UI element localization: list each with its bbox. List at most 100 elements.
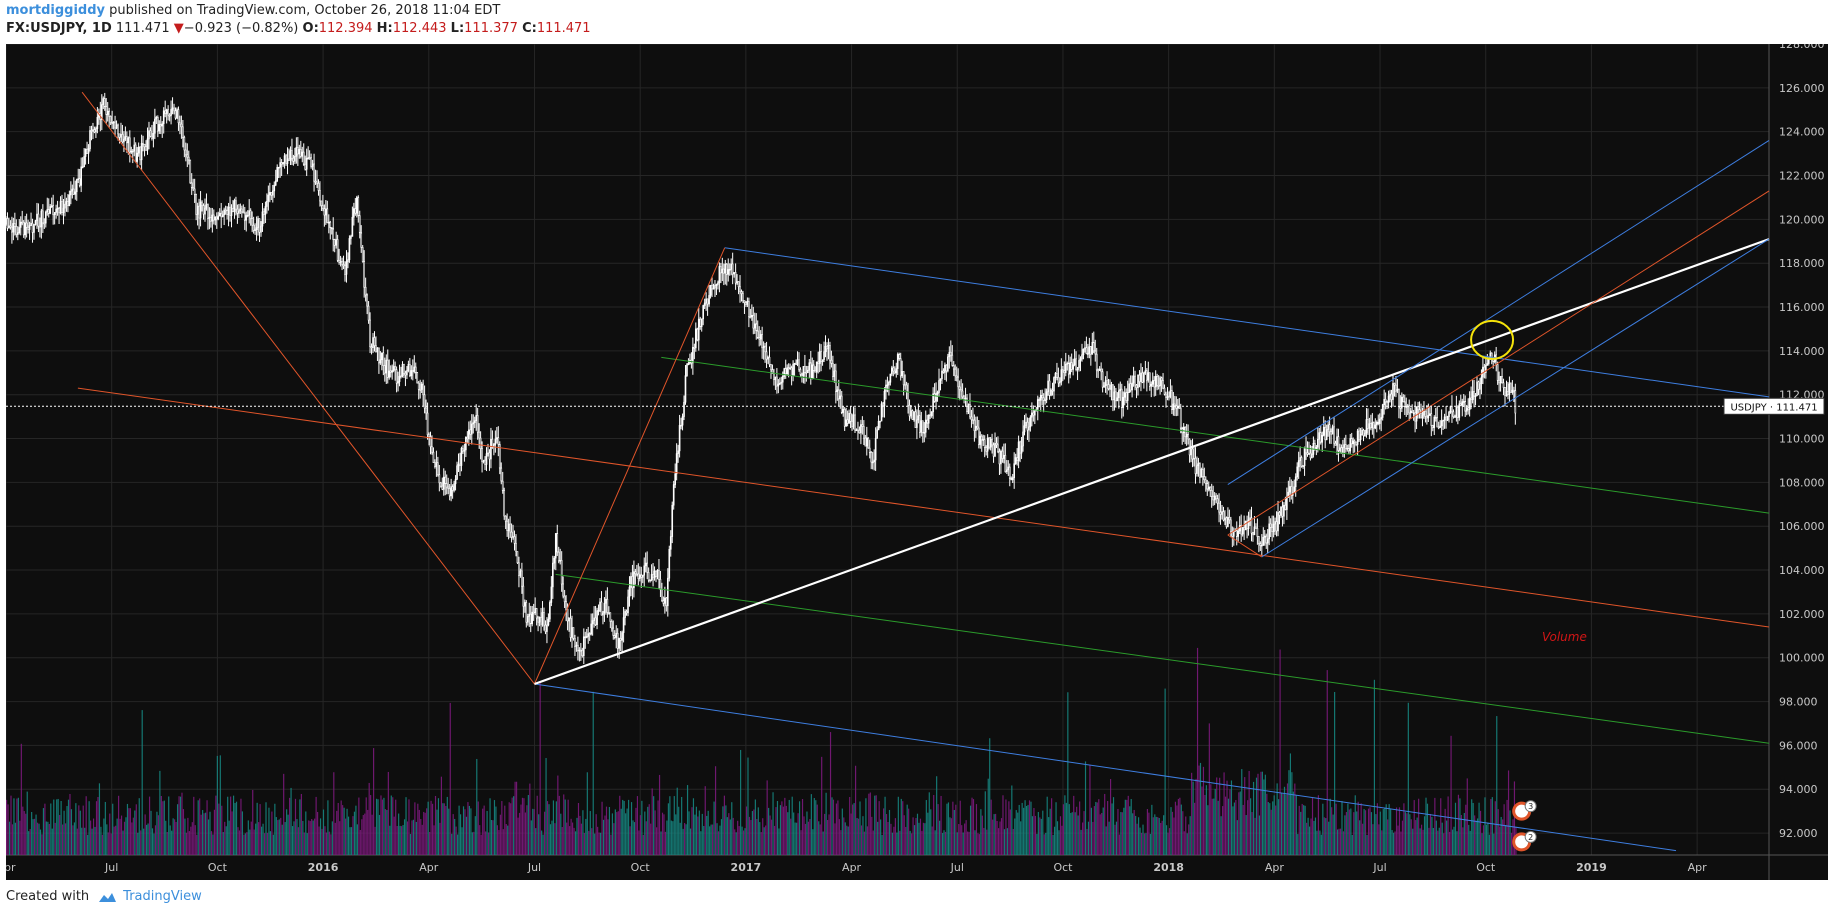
candle-body	[294, 155, 296, 162]
volume-bar	[719, 825, 721, 855]
candle-body	[487, 452, 489, 455]
candle-body	[1235, 530, 1238, 537]
candle-body	[827, 345, 830, 350]
candle-body	[655, 570, 657, 577]
candle-body	[930, 411, 933, 417]
volume-bar	[1014, 818, 1016, 855]
candle-body	[565, 601, 567, 610]
volume-bar	[1185, 816, 1187, 855]
candle-body	[1098, 368, 1101, 371]
candle-body	[1317, 438, 1319, 448]
volume-bar	[916, 813, 919, 855]
volume-bar	[490, 819, 493, 855]
candle-body	[1166, 395, 1169, 398]
author-link[interactable]: mortdiggiddy	[6, 3, 106, 18]
volume-bar	[1130, 799, 1132, 855]
candle-body	[1412, 412, 1415, 415]
time-axis[interactable]: AprJulOct2016AprJulOct2017AprJulOct2018A…	[6, 861, 1707, 874]
volume-bar	[726, 817, 728, 855]
candle-body	[666, 577, 669, 607]
candle-body	[1255, 526, 1257, 529]
volume-bar	[819, 824, 821, 855]
volume-bar	[20, 743, 22, 855]
price-axis[interactable]: 92.00094.00096.00098.000100.000102.00010…	[1723, 44, 1825, 840]
candle-body	[880, 403, 883, 422]
candle-body	[553, 557, 556, 564]
volume-bar	[919, 818, 922, 855]
candle-body	[391, 370, 393, 373]
volume-bar	[1182, 811, 1184, 855]
drawing-tools[interactable]: 32	[6, 91, 1770, 852]
volume-bar	[588, 830, 590, 855]
volume-bar	[686, 785, 689, 855]
volume-bar	[1300, 811, 1302, 855]
candle-body	[991, 438, 993, 446]
candle-body	[361, 247, 364, 262]
candle-body	[106, 110, 109, 115]
tradingview-link[interactable]: TradingView	[95, 889, 202, 904]
volume-bar	[549, 824, 552, 855]
candle-body	[1216, 498, 1219, 504]
price-chart[interactable]: 32 92.00094.00096.00098.000100.000102.00…	[6, 44, 1828, 880]
volume-bar	[53, 799, 55, 855]
candle-body	[923, 432, 926, 434]
candle-body	[737, 281, 740, 288]
volume-bar	[622, 799, 624, 855]
candle-body	[556, 533, 559, 553]
tradingview-brand: TradingView	[123, 889, 202, 904]
candle-body	[1150, 383, 1153, 387]
volume-bar	[1301, 803, 1303, 855]
volume-bar	[1005, 799, 1007, 855]
change-value: −0.923 (−0.82%)	[183, 21, 299, 36]
candle-body	[1451, 406, 1453, 413]
candle-body	[1513, 389, 1515, 392]
candle-body	[694, 328, 697, 349]
candle-body	[375, 345, 377, 352]
candle-body	[1340, 447, 1343, 453]
volume-bar	[255, 823, 257, 855]
volume-bar	[1394, 831, 1396, 855]
volume-bar	[950, 818, 952, 855]
volume-bar	[566, 822, 568, 855]
candle-body	[1333, 426, 1335, 444]
candle-body	[423, 394, 426, 409]
candle-body	[1162, 380, 1164, 389]
candle-body	[1353, 440, 1356, 443]
candle-body	[417, 382, 420, 390]
volume-bar	[1395, 807, 1398, 855]
volume-bar	[275, 817, 277, 855]
volume-bar	[986, 829, 988, 855]
candle-body	[84, 148, 87, 157]
candle-body	[347, 259, 349, 263]
candle-body	[954, 368, 957, 377]
volume-bar	[953, 810, 955, 855]
volume-bar	[722, 806, 724, 855]
candle-body	[504, 515, 507, 522]
candle-body	[1134, 375, 1136, 386]
volume-bar	[262, 823, 264, 855]
volume-bar	[1048, 817, 1050, 855]
volume-bar	[204, 812, 207, 855]
volume-bar	[899, 830, 901, 855]
volume-bar	[911, 833, 913, 855]
candle-body	[1417, 406, 1419, 411]
x-tick-label: Jul	[1372, 861, 1386, 874]
volume-bar	[577, 803, 580, 855]
candle-body	[1045, 391, 1048, 401]
volume-bar	[1157, 817, 1159, 855]
volume-bar	[927, 812, 929, 855]
volume-bar	[874, 795, 876, 855]
candle-body	[658, 570, 660, 580]
volume-bar	[790, 818, 792, 855]
candle-body	[1464, 401, 1467, 412]
volume-bar	[936, 776, 938, 855]
last-price-tag-bg	[1723, 397, 1825, 415]
volume-bar	[1211, 798, 1213, 855]
volume-bar	[287, 814, 289, 855]
candle-body	[1232, 530, 1235, 537]
candle-body	[1237, 530, 1240, 537]
candle-body	[578, 649, 581, 652]
candle-body	[1294, 476, 1297, 488]
candle-body	[1252, 532, 1254, 536]
volume-bar	[1017, 812, 1019, 855]
